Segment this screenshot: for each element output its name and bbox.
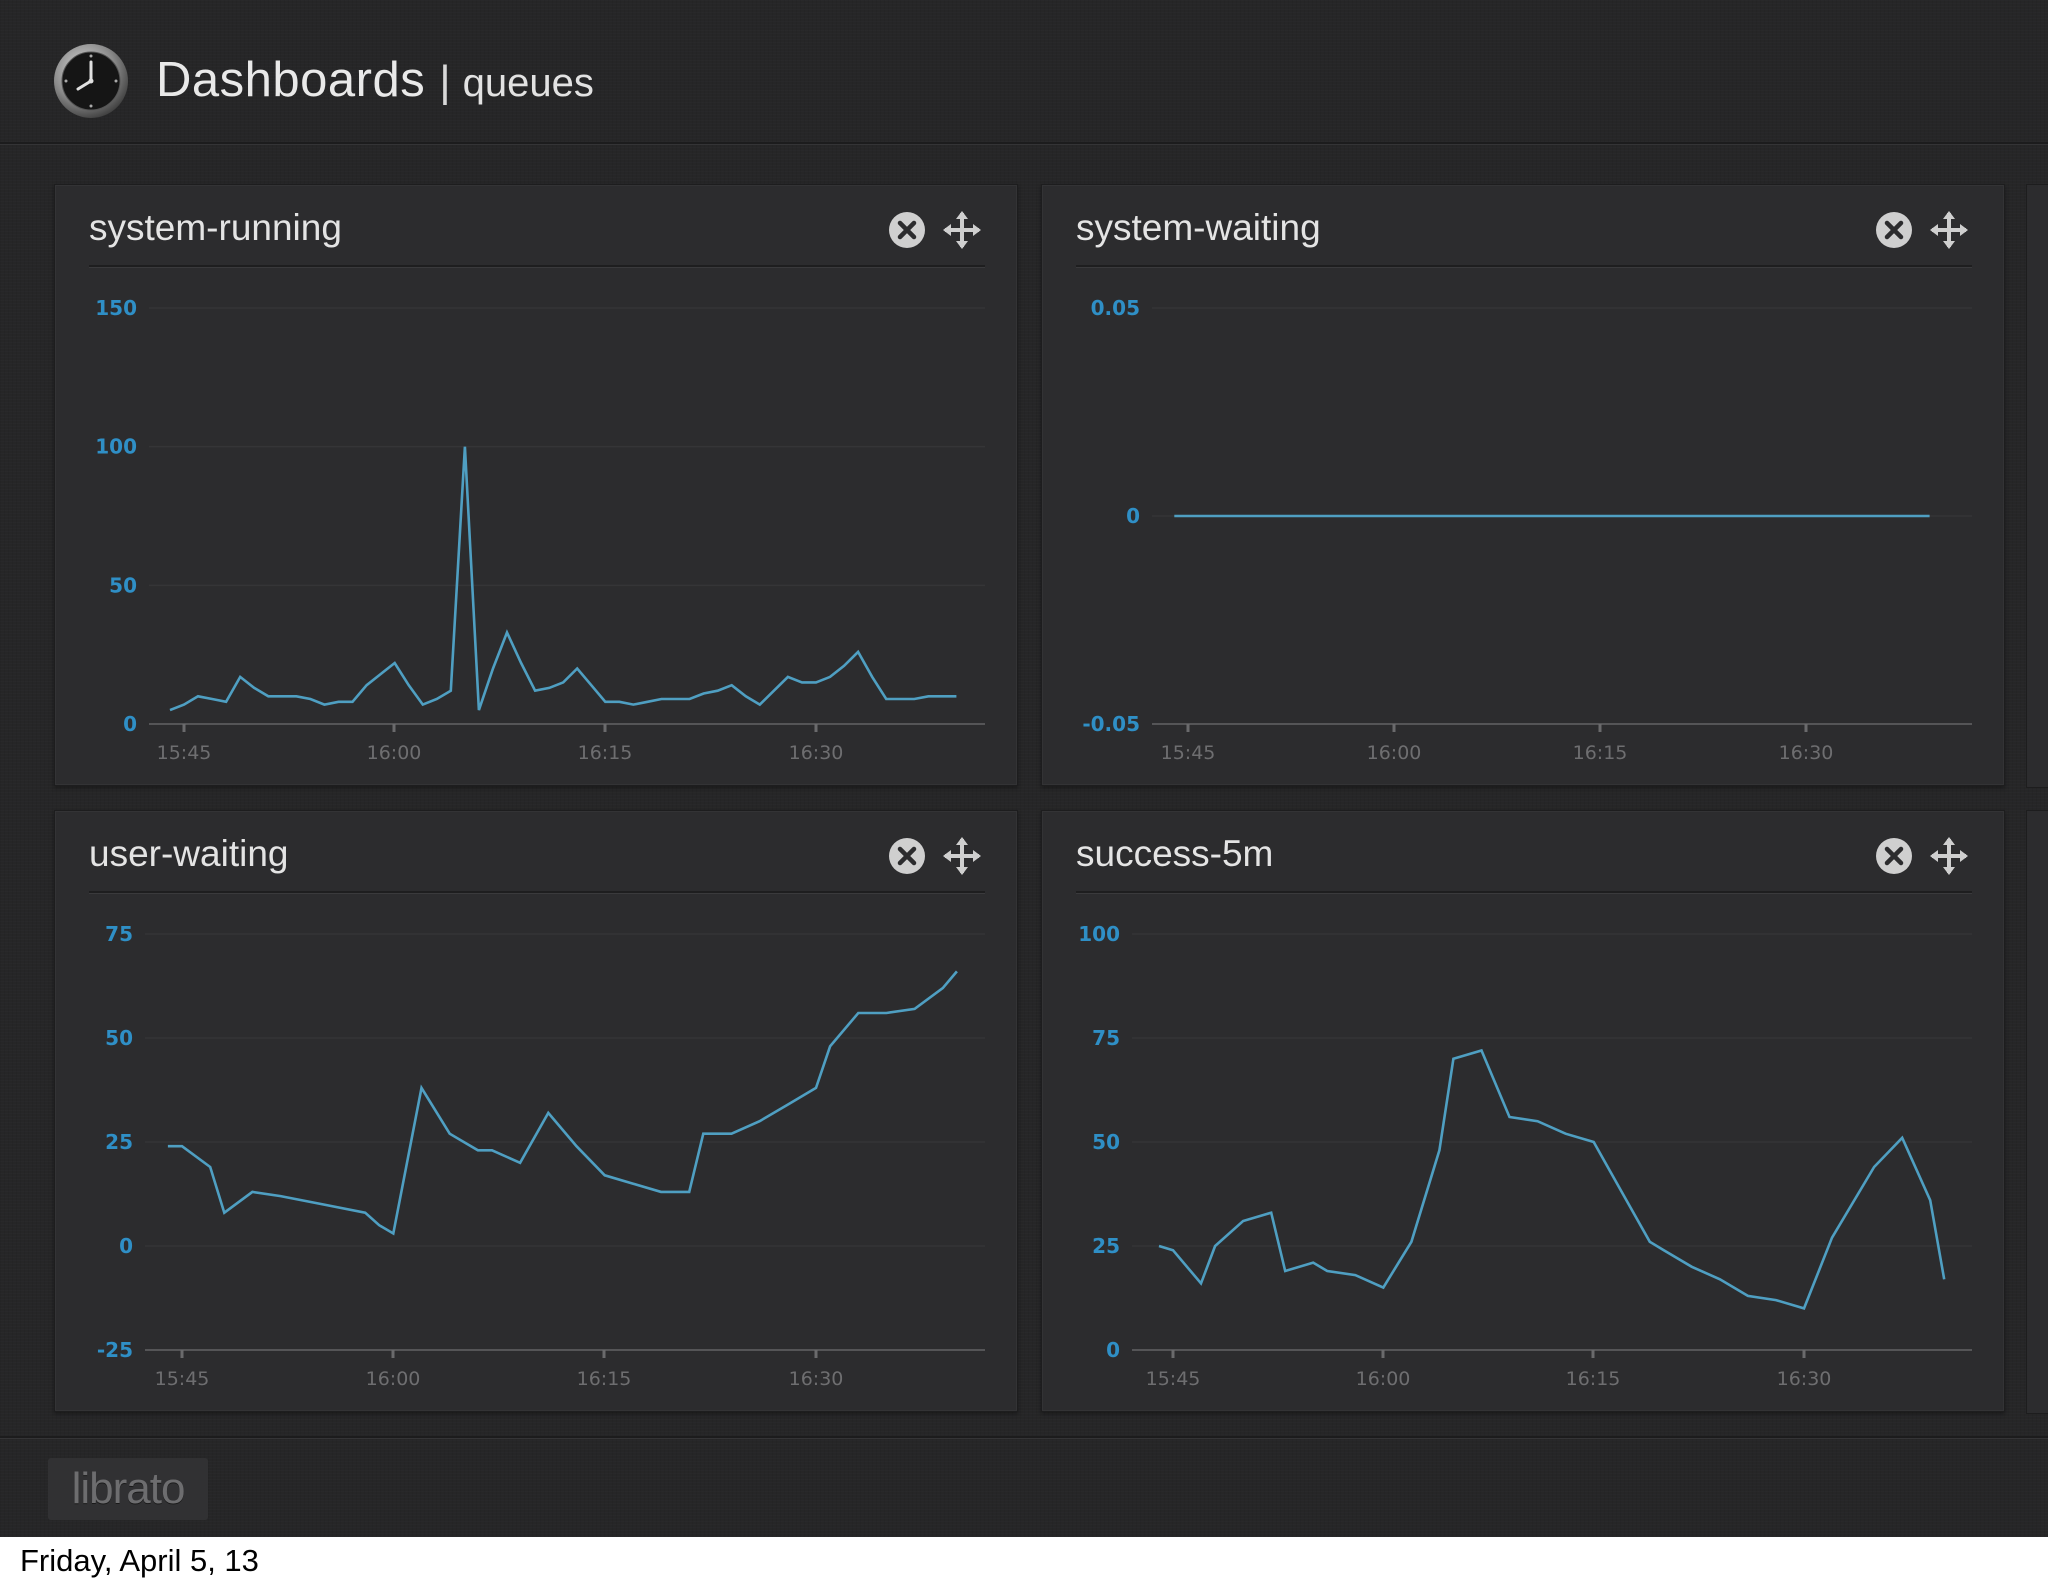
close-icon[interactable]: [887, 836, 927, 876]
title-separator: |: [439, 57, 451, 106]
x-tick-label: 16:15: [1566, 1368, 1621, 1390]
panel-title: user-waiting: [89, 833, 289, 874]
panel-title: system-waiting: [1076, 207, 1321, 248]
panel-divider: [89, 891, 985, 894]
y-tick-label: 50: [109, 573, 137, 597]
x-tick-label: 16:15: [578, 742, 633, 764]
y-tick-label: 0.05: [1091, 296, 1140, 320]
x-tick-label: 16:00: [1367, 742, 1422, 764]
series-line: [1158, 1048, 1946, 1310]
x-tick-label: 16:30: [1779, 742, 1834, 764]
y-tick-label: 0: [1106, 1338, 1120, 1362]
chart-panel-system-waiting: system-waiting -0.05 0 0.05 15:45 16:00 16:15…: [1041, 184, 2005, 786]
move-icon[interactable]: [1928, 835, 1970, 877]
y-tick-label: 0: [123, 712, 137, 736]
dashboard-screen: Dashboards | queues system-running 0 50 10…: [0, 0, 2048, 1537]
y-tick-label: 100: [1078, 922, 1120, 946]
x-tick-label: 15:45: [1161, 742, 1216, 764]
series-line: [167, 970, 958, 1236]
x-tick-label: 16:00: [366, 1368, 421, 1390]
x-tick-label: 15:45: [1146, 1368, 1201, 1390]
panel-divider: [1076, 891, 1972, 894]
panel-title: success-5m: [1076, 833, 1274, 874]
page-title: Dashboards: [156, 53, 426, 107]
series-line: [169, 446, 957, 712]
dashboard-name: queues: [462, 61, 594, 105]
y-tick-label: -25: [97, 1338, 133, 1362]
x-tick-label: 15:45: [157, 742, 212, 764]
panel-divider: [89, 265, 985, 268]
slide-caption-date: Friday, April 5, 13: [20, 1543, 259, 1578]
x-tick-label: 16:30: [1777, 1368, 1832, 1390]
offscreen-panel-edge: [2026, 184, 2048, 788]
y-tick-label: -0.05: [1082, 712, 1140, 736]
chart-panel-system-running: system-running 0 50 100 150 15:45 16:00 16:15 1…: [54, 184, 1018, 786]
offscreen-panel-edge: [2026, 810, 2048, 1414]
y-tick-label: 0: [119, 1234, 133, 1258]
chart-panel-user-waiting: user-waiting -25 0 25 50 75 15:45 16:00 16:15 16…: [54, 810, 1018, 1412]
y-tick-label: 75: [105, 922, 133, 946]
x-tick-label: 16:30: [789, 1368, 844, 1390]
y-tick-label: 25: [1092, 1234, 1120, 1258]
line-chart: 0 50 100 150 15:45 16:00 16:15 16:30: [95, 296, 985, 764]
panel-title: system-running: [89, 207, 342, 248]
close-icon[interactable]: [887, 210, 927, 250]
y-tick-label: 25: [105, 1130, 133, 1154]
y-tick-label: 150: [95, 296, 137, 320]
y-tick-label: 100: [95, 435, 137, 459]
x-tick-label: 15:45: [155, 1368, 210, 1390]
footer-divider: [0, 1436, 2048, 1439]
move-icon[interactable]: [941, 209, 983, 251]
y-tick-label: 50: [105, 1026, 133, 1050]
x-tick-label: 16:15: [577, 1368, 632, 1390]
close-icon[interactable]: [1874, 836, 1914, 876]
y-tick-label: 50: [1092, 1130, 1120, 1154]
line-chart: -25 0 25 50 75 15:45 16:00 16:15 16:30: [97, 922, 985, 1390]
librato-logo[interactable]: librato: [48, 1458, 208, 1520]
line-chart: 0 25 50 75 100 15:45 16:00 16:15 16:30: [1078, 922, 1972, 1390]
y-tick-label: 0: [1126, 504, 1140, 528]
line-chart: -0.05 0 0.05 15:45 16:00 16:15 16:30: [1082, 296, 1972, 764]
clock-icon[interactable]: [52, 42, 130, 120]
dashboard-header: Dashboards | queues: [0, 0, 2048, 144]
x-tick-label: 16:15: [1573, 742, 1628, 764]
chart-panel-success-5m: success-5m 0 25 50 75 100 15:45 16:00 16:15 16:3…: [1041, 810, 2005, 1412]
page-title-group: Dashboards | queues: [156, 52, 594, 122]
y-tick-label: 75: [1092, 1026, 1120, 1050]
x-tick-label: 16:30: [789, 742, 844, 764]
move-icon[interactable]: [1928, 209, 1970, 251]
x-tick-label: 16:00: [1356, 1368, 1411, 1390]
panel-divider: [1076, 265, 1972, 268]
move-icon[interactable]: [941, 835, 983, 877]
close-icon[interactable]: [1874, 210, 1914, 250]
x-tick-label: 16:00: [367, 742, 422, 764]
